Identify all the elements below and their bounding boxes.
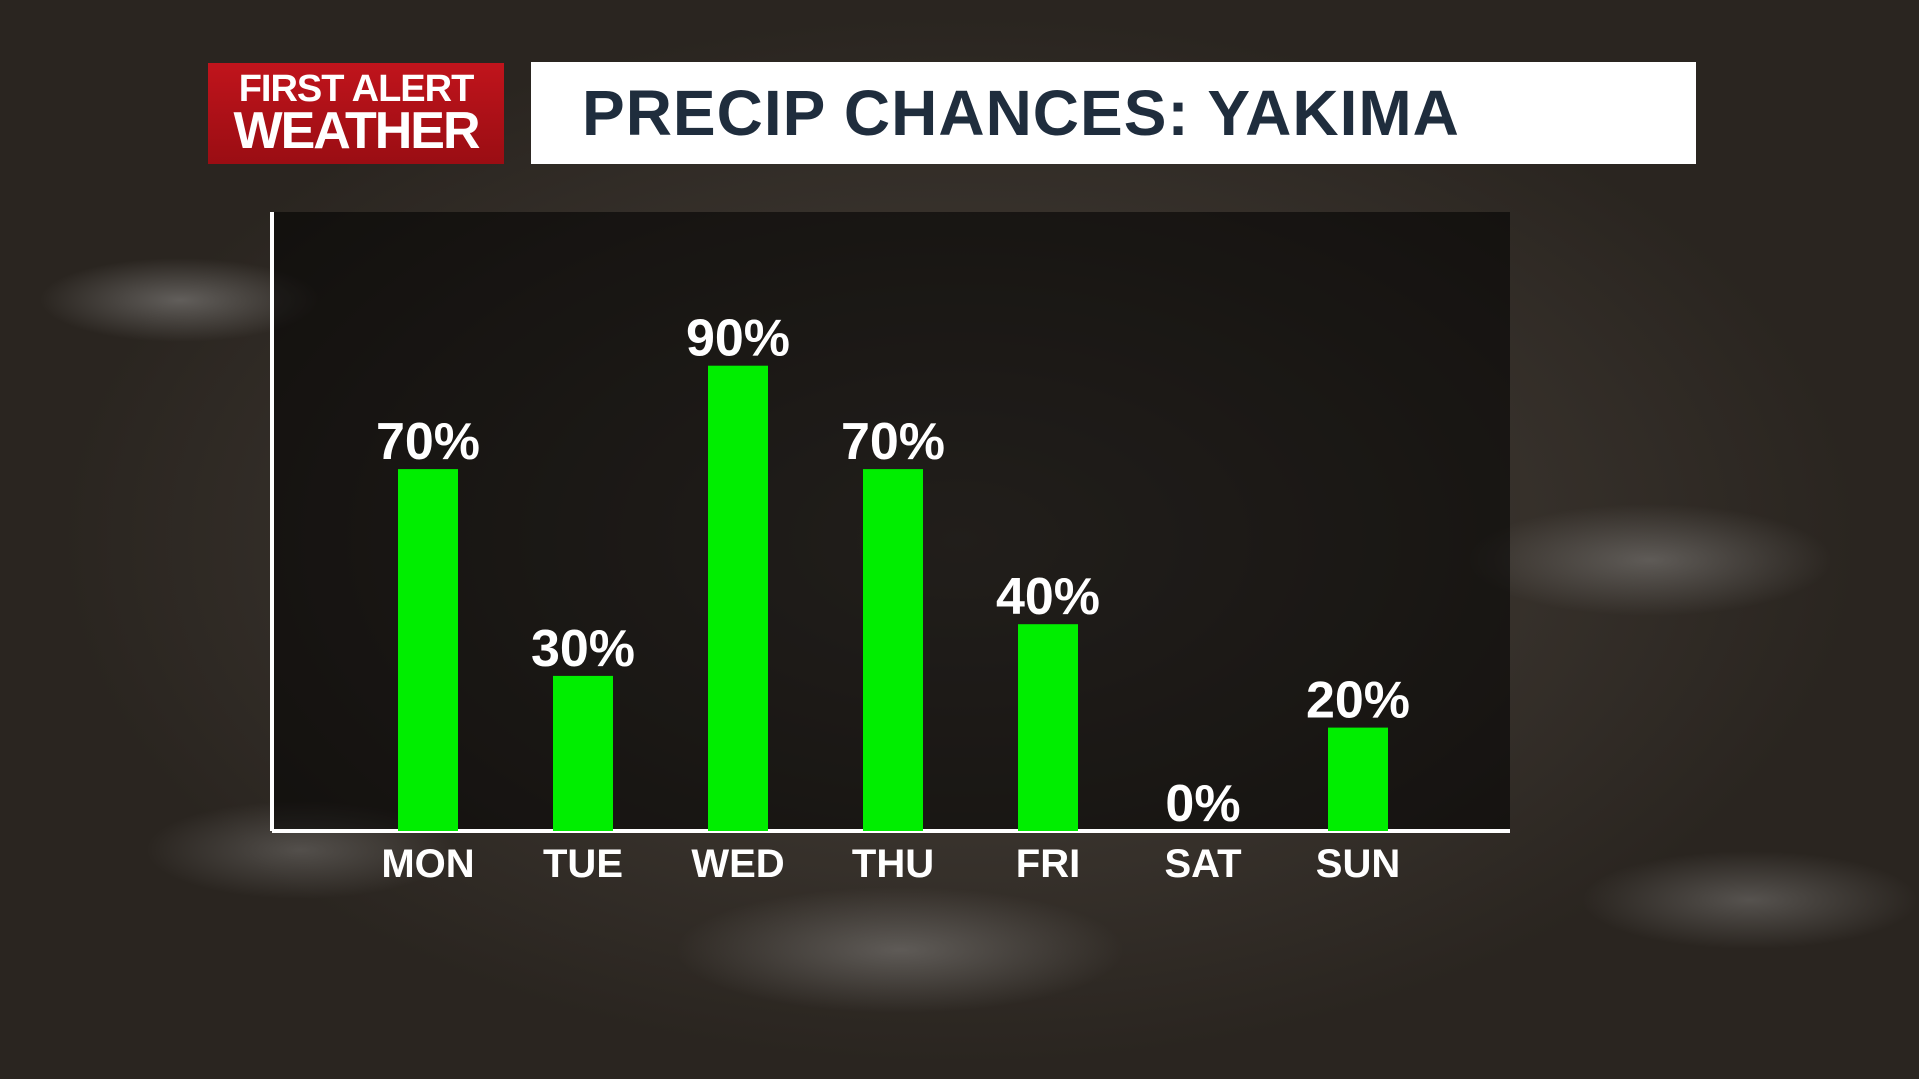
value-label-mon: 70%: [376, 413, 480, 471]
chart-title: PRECIP CHANCES: YAKIMA: [582, 77, 1460, 149]
value-label-tue: 30%: [531, 620, 635, 678]
bar-series: [398, 365, 1388, 831]
value-label-wed: 90%: [686, 310, 790, 368]
day-label-tue: TUE: [543, 842, 623, 886]
bar-sun: [1328, 727, 1388, 831]
first-alert-weather-logo: FIRST ALERT WEATHER: [208, 63, 504, 164]
value-label-sun: 20%: [1306, 672, 1410, 730]
day-label-fri: FRI: [1016, 842, 1080, 886]
value-labels: 70% 30% 90% 70% 40% 0% 20%: [376, 310, 1410, 833]
value-label-sat: 0%: [1165, 775, 1240, 833]
logo-line-1: FIRST ALERT: [238, 67, 475, 110]
bar-tue: [553, 675, 613, 831]
day-label-thu: THU: [852, 842, 934, 886]
day-label-mon: MON: [381, 842, 474, 886]
value-label-thu: 70%: [841, 413, 945, 471]
value-label-fri: 40%: [996, 568, 1100, 626]
bar-wed: [708, 365, 768, 831]
bar-mon: [398, 469, 458, 831]
title-banner: PRECIP CHANCES: YAKIMA: [531, 62, 1696, 164]
day-label-wed: WED: [691, 842, 784, 886]
logo-line-2: WEATHER: [233, 101, 480, 160]
day-labels: MON TUE WED THU FRI SAT SUN: [381, 842, 1400, 886]
bar-fri: [1018, 624, 1078, 831]
bar-thu: [863, 469, 923, 831]
day-label-sun: SUN: [1316, 842, 1400, 886]
day-label-sat: SAT: [1164, 842, 1241, 886]
